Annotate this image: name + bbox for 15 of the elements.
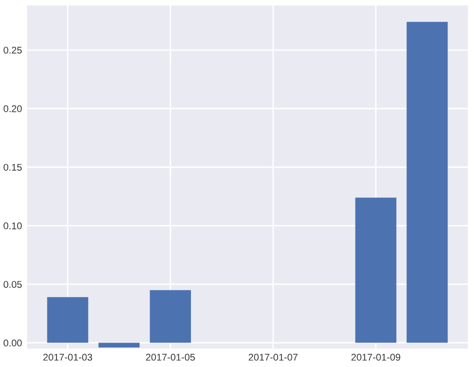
y-tick-label: 0.25 xyxy=(4,46,22,54)
y-tick-label: 0.05 xyxy=(4,280,22,288)
y-tick-label: 0.10 xyxy=(4,222,22,230)
bar xyxy=(355,198,396,343)
bar xyxy=(150,290,191,343)
y-tick-label: 0.00 xyxy=(4,340,22,346)
y-tick-label: 0.15 xyxy=(4,164,22,171)
x-tick-label: 2017-01-07 xyxy=(248,354,298,361)
y-tick-label: 0.20 xyxy=(4,105,22,112)
x-tick-label: 2017-01-03 xyxy=(43,354,92,361)
bar xyxy=(47,297,88,343)
bar xyxy=(406,22,448,343)
x-tick-label: 2017-01-05 xyxy=(146,354,195,361)
bar xyxy=(98,342,140,348)
x-tick-label: 2017-01-09 xyxy=(351,354,400,361)
